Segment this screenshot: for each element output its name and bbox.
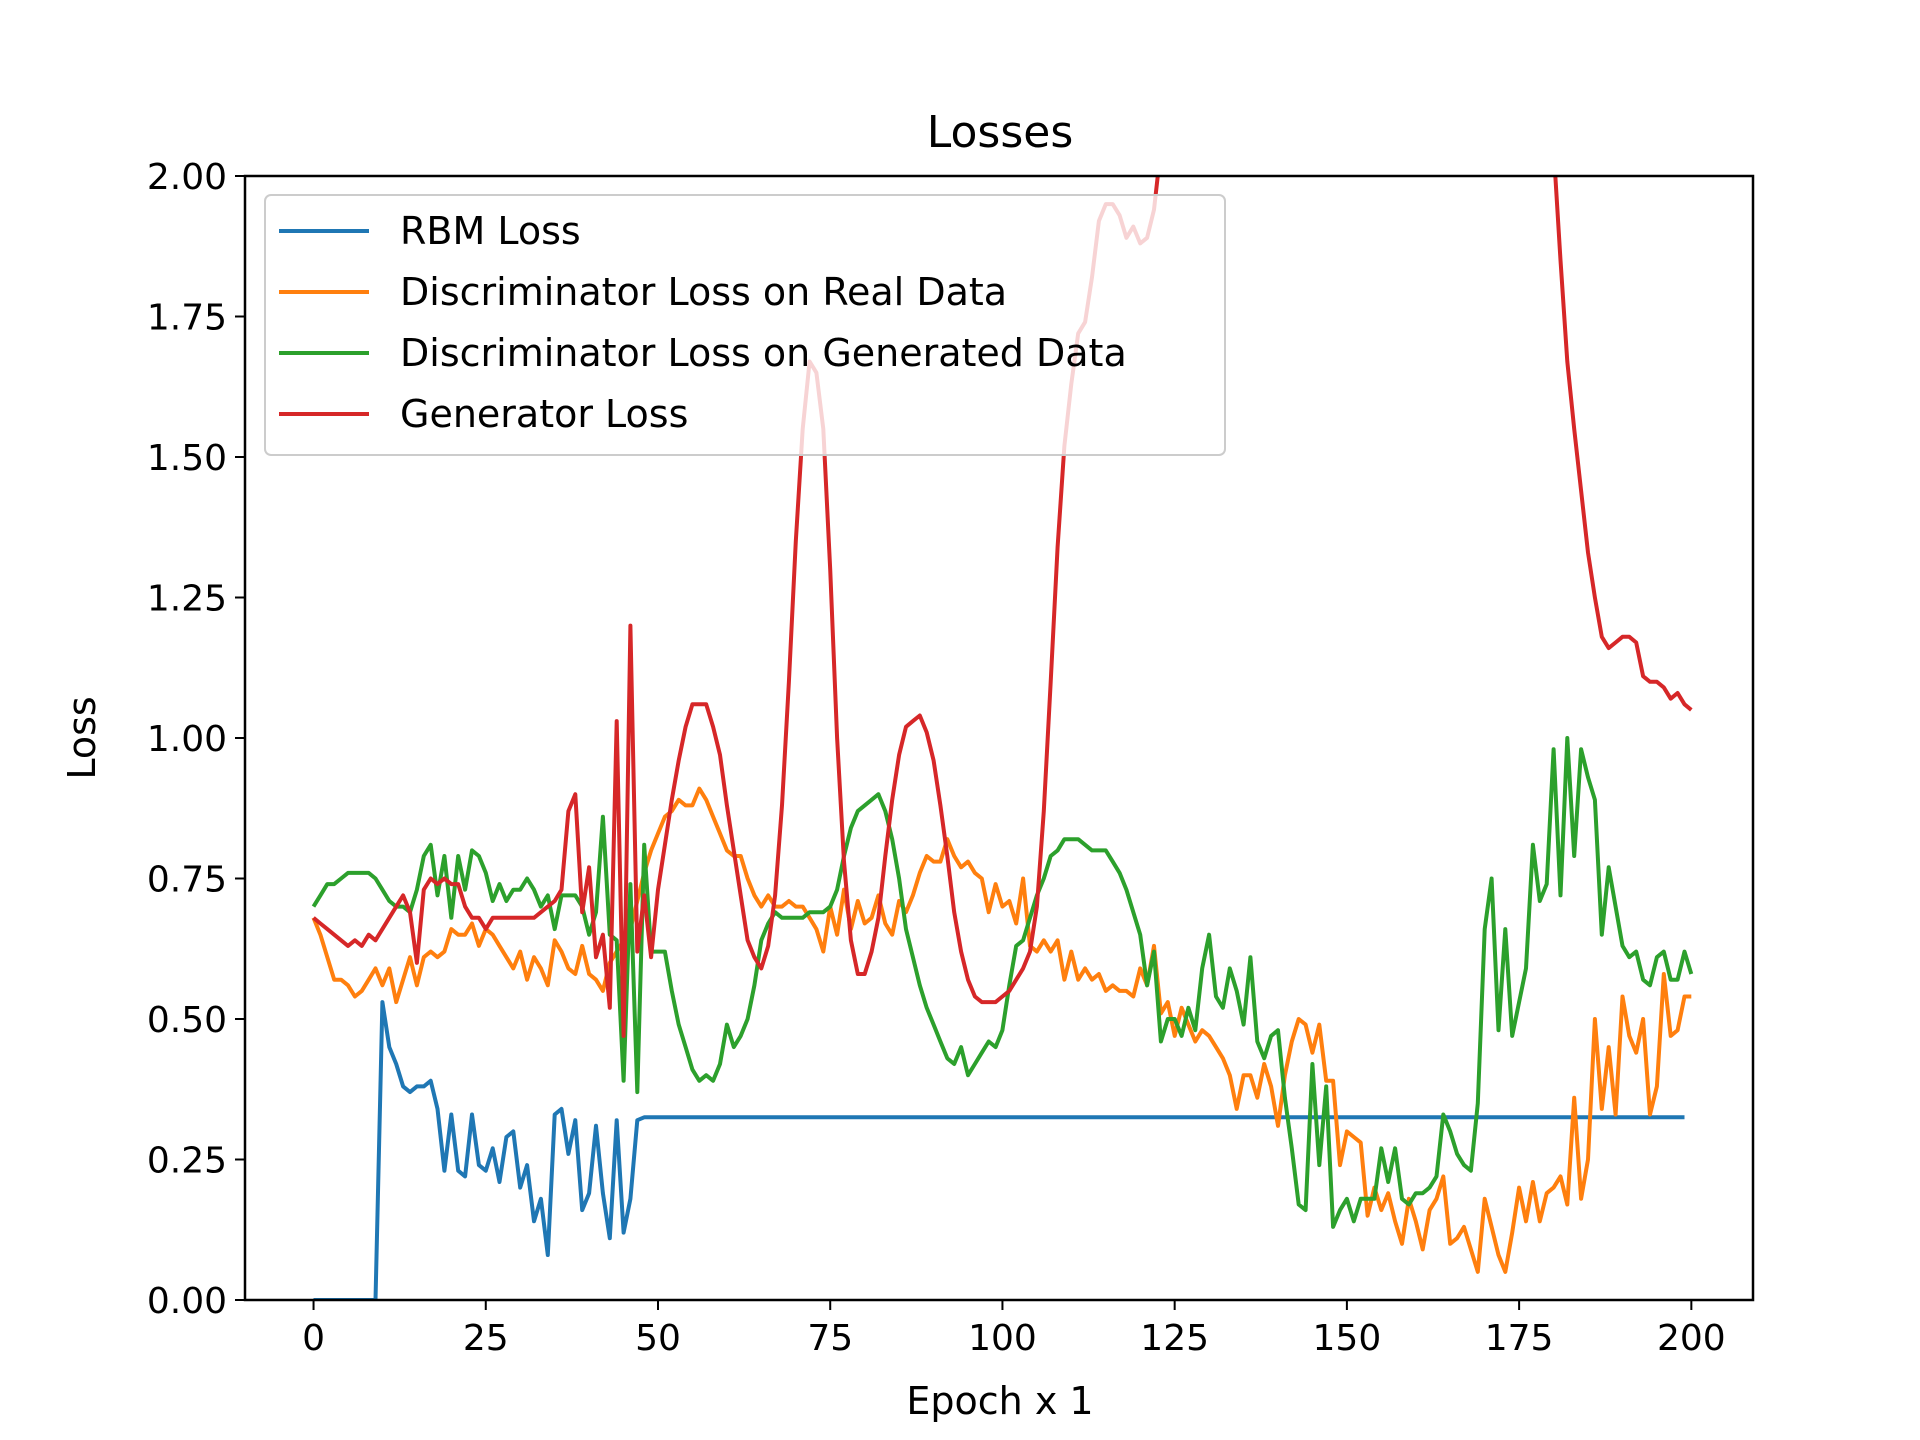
x-tick-label: 75: [807, 1318, 853, 1359]
y-tick-label: 0.00: [147, 1281, 227, 1322]
legend: RBM Loss Discriminator Loss on Real Data D…: [264, 194, 1226, 456]
x-tick-label: 25: [463, 1318, 509, 1359]
y-tick-label: 0.50: [147, 1000, 227, 1041]
x-axis: 0 25 50 75 100 125 150 175 200: [302, 1300, 1726, 1359]
y-tick-label: 1.50: [147, 438, 227, 479]
x-axis-label: Epoch x 1: [906, 1379, 1093, 1423]
x-tick-label: 200: [1657, 1318, 1726, 1359]
series-line-discriminator-loss-on-generated-data: [311, 736, 1694, 1229]
y-tick-label: 1.25: [147, 579, 227, 620]
series-line-discriminator-loss-on-real-data: [311, 786, 1692, 1274]
legend-label: Discriminator Loss on Generated Data: [400, 331, 1127, 375]
legend-label: Generator Loss: [400, 392, 688, 436]
y-tick-label: 1.00: [147, 719, 227, 760]
chart-title: Losses: [927, 107, 1074, 158]
x-tick-label: 100: [968, 1318, 1037, 1359]
y-tick-label: 0.25: [147, 1141, 227, 1182]
y-tick-label: 1.75: [147, 298, 227, 339]
y-tick-label: 0.75: [147, 860, 227, 901]
legend-box: [264, 194, 1226, 456]
legend-label: Discriminator Loss on Real Data: [400, 270, 1007, 314]
series-line-rbm-loss: [313, 1000, 1685, 1300]
x-tick-label: 50: [635, 1318, 681, 1359]
x-tick-label: 150: [1313, 1318, 1382, 1359]
legend-label: RBM Loss: [400, 209, 581, 253]
y-axis: 0.00 0.25 0.50 0.75 1.00 1.25 1.50 1.75 2.00: [147, 157, 245, 1322]
y-axis-label: Loss: [60, 696, 104, 779]
y-tick-label: 2.00: [147, 157, 227, 198]
x-tick-label: 175: [1485, 1318, 1554, 1359]
x-tick-label: 125: [1140, 1318, 1209, 1359]
x-tick-label: 0: [302, 1318, 325, 1359]
